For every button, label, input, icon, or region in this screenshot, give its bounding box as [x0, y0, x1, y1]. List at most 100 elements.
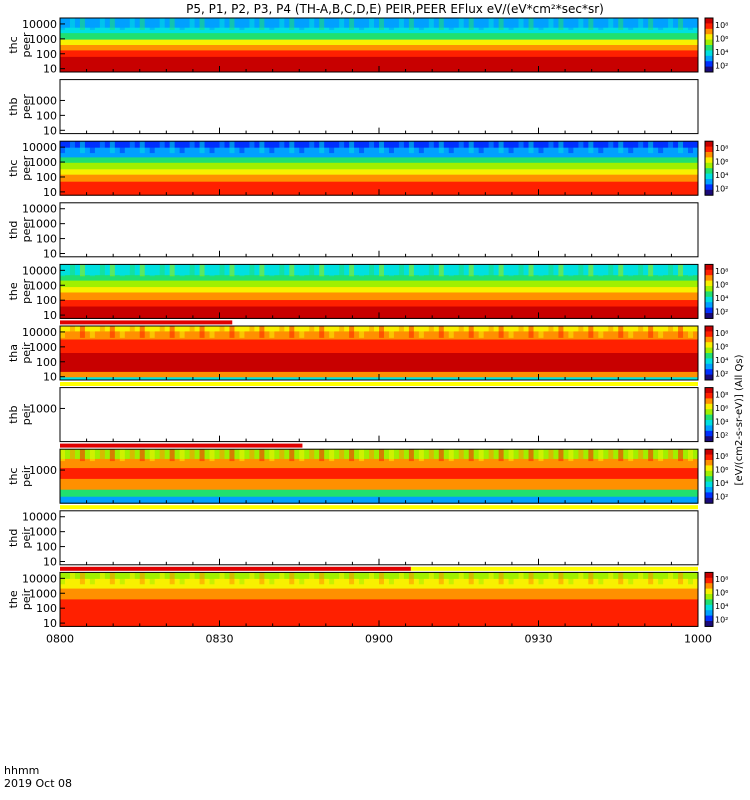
spectrogram-texture	[618, 141, 624, 154]
spectrogram-texture	[678, 572, 684, 585]
colorbar-segment	[705, 577, 713, 584]
spectrogram-texture	[349, 18, 355, 30]
spectrogram-texture	[388, 141, 394, 154]
spectrogram-texture	[239, 326, 245, 338]
panel-species-label: peer	[20, 278, 33, 304]
spectrogram-texture	[448, 18, 454, 30]
spectrogram-texture	[628, 264, 634, 277]
spectrogram-texture	[468, 141, 474, 154]
spectrogram-texture	[129, 18, 135, 30]
colorbar-segment	[705, 470, 713, 477]
colorbar: 10² 10⁴ 10⁶ 10⁸	[704, 448, 728, 504]
colorbar-tick-label: 10⁸	[715, 452, 728, 461]
spectrogram-texture	[658, 18, 664, 30]
spectrogram-texture	[538, 449, 544, 462]
colorbar-segment	[705, 302, 713, 308]
spectrogram-band	[60, 174, 698, 183]
spectrogram-texture	[428, 326, 434, 338]
status-bar	[60, 382, 698, 386]
spectrogram-texture	[658, 449, 664, 462]
colorbar-segment	[705, 269, 713, 276]
spectrogram-texture	[159, 326, 165, 338]
spectrogram-texture	[209, 449, 215, 462]
y-tick-label: 100	[36, 233, 57, 246]
spectrogram-texture	[329, 326, 335, 338]
colorbar-frame	[704, 140, 714, 196]
spectrogram-texture	[428, 141, 434, 154]
spectrogram-texture	[149, 326, 155, 338]
y-tick-label: 10	[43, 555, 57, 568]
spectrogram-texture	[279, 141, 285, 154]
colorbar-segment	[705, 615, 713, 622]
spectrogram-texture	[588, 141, 594, 154]
spectrogram-texture	[648, 449, 654, 462]
status-bar	[60, 320, 233, 325]
spectrogram-band	[60, 27, 698, 34]
spectrogram-texture	[658, 326, 664, 338]
spectrogram-texture	[199, 449, 205, 462]
colorbar-segment	[705, 583, 713, 589]
spectrogram-texture	[498, 141, 504, 154]
colorbar-tick-label: 10⁶	[715, 34, 728, 43]
spectrogram-texture	[379, 18, 384, 30]
spectrogram-texture	[558, 572, 564, 585]
spectrogram-texture	[608, 18, 614, 30]
spectrogram-texture	[179, 449, 185, 462]
spectrogram-texture	[119, 572, 125, 585]
spectrogram-texture	[119, 264, 125, 277]
y-tick-label: 10	[43, 617, 57, 630]
panel-species-label: peir	[20, 342, 33, 364]
spectrogram-texture	[458, 18, 464, 30]
colorbar-segment	[705, 162, 713, 169]
spectrogram-texture	[678, 141, 684, 154]
spectrogram-texture	[638, 264, 644, 277]
colorbar-segment	[705, 420, 713, 426]
spectrogram-texture	[379, 449, 384, 462]
spectrogram-texture	[99, 449, 105, 462]
spectrogram-texture	[199, 572, 205, 585]
colorbar-segment	[705, 588, 713, 595]
spectrogram-texture	[249, 449, 255, 462]
spectrogram-texture	[598, 264, 604, 277]
spectrogram-texture	[568, 141, 574, 154]
y-tick-label: 10	[43, 63, 57, 76]
spectrogram-texture	[109, 264, 115, 277]
spectrogram-texture	[289, 326, 295, 338]
spectrogram-texture	[428, 264, 434, 277]
colorbar-segment	[705, 454, 713, 461]
colorbar-segment	[705, 280, 713, 287]
spectrogram-texture	[478, 18, 484, 30]
spectrogram-texture	[359, 264, 365, 277]
spectrogram-texture	[159, 264, 165, 277]
spectrogram-band	[60, 157, 698, 164]
time-tick-label: 0930	[525, 632, 553, 645]
spectrogram-texture	[299, 18, 305, 30]
spectrogram-texture	[428, 449, 434, 462]
panel-probe-label: thc	[7, 36, 20, 53]
colorbar: 10² 10⁴ 10⁶ 10⁸	[704, 140, 728, 196]
colorbar-segment	[705, 436, 713, 442]
spectrogram-texture	[129, 572, 135, 585]
spectrogram-texture	[638, 449, 644, 462]
spectrogram-texture	[668, 264, 674, 277]
colorbar-segment	[705, 326, 713, 332]
spectrogram-texture	[299, 326, 305, 338]
colorbar-tick-label: 10²	[715, 492, 728, 501]
y-tick-label: 10000	[22, 18, 57, 31]
spectrogram-texture	[229, 264, 235, 277]
spectrogram-texture	[518, 572, 524, 585]
spectrogram-texture	[638, 572, 644, 585]
spectrogram-texture	[379, 326, 384, 338]
spectrogram-texture	[568, 326, 574, 338]
colorbar-segment	[705, 604, 713, 611]
panel-species-label: peir	[20, 403, 33, 425]
spectrogram-texture	[588, 326, 594, 338]
spectrogram-texture	[349, 326, 355, 338]
y-tick-label: 10000	[22, 572, 57, 585]
colorbar-segment	[705, 369, 713, 375]
y-tick-label: 10	[43, 247, 57, 260]
spectrogram-texture	[448, 264, 454, 277]
spectrogram-texture	[149, 572, 155, 585]
